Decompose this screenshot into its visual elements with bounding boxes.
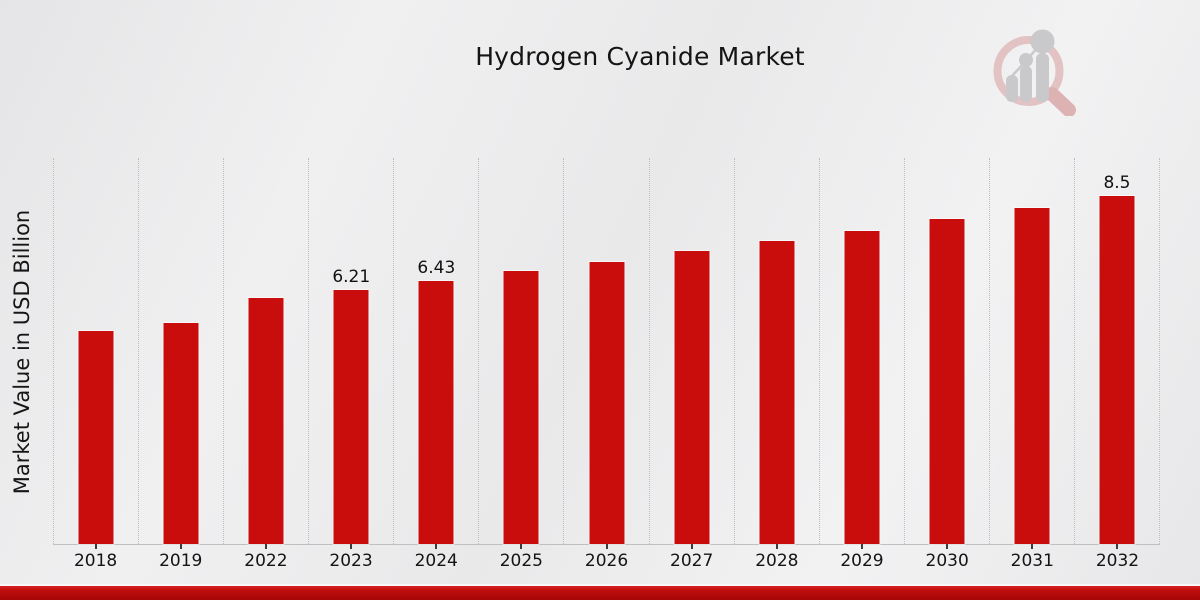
category-column-2029: [818, 158, 904, 549]
x-tick-label-2018: 2018: [73, 551, 118, 571]
bottom-strip-separator: [0, 584, 1200, 586]
bar-2023: 6.21: [332, 267, 370, 546]
bar-2029: [843, 229, 881, 546]
bar-2025: [502, 270, 540, 545]
x-axis-tick: [520, 544, 523, 549]
x-tick-label-2030: 2030: [925, 551, 969, 571]
category-column-2032: 8.5: [1073, 158, 1161, 549]
category-column-2025: [478, 158, 563, 549]
x-axis-labels: 2018 2019 2022 2023 2024 2025 2026 2027 2028 2029…: [53, 551, 1160, 571]
x-axis-tick: [180, 544, 183, 549]
x-tick-label-2025: 2025: [499, 551, 543, 571]
category-column-2019: [138, 158, 223, 549]
bar-2024: 6.43: [417, 258, 455, 546]
bar-2026: [588, 260, 625, 546]
x-tick-label-2022: 2022: [244, 551, 288, 571]
x-tick-label-2023: 2023: [329, 551, 373, 571]
x-tick-label-2027: 2027: [670, 551, 714, 571]
bar-2031: [1013, 206, 1051, 546]
x-axis-tick: [690, 544, 693, 549]
x-tick-label-2032: 2032: [1095, 551, 1140, 571]
category-column-2022: [223, 158, 308, 549]
bar-2027: [673, 250, 711, 545]
brand-logo-watermark: [993, 29, 1076, 116]
data-label-2024: 6.43: [417, 257, 456, 278]
x-tick-label-2024: 2024: [414, 551, 458, 571]
category-column-2031: [988, 158, 1074, 549]
category-column-2030: [903, 158, 989, 549]
category-column-2028: [733, 158, 819, 549]
bar-2028: [758, 240, 796, 545]
x-tick-label-2026: 2026: [584, 551, 629, 571]
x-axis-tick: [95, 544, 98, 549]
x-axis-tick: [860, 544, 863, 549]
x-axis-tick: [1030, 544, 1033, 549]
x-axis-tick: [945, 544, 948, 549]
data-label-2023: 6.21: [332, 266, 371, 287]
bar-2018: [77, 330, 115, 545]
category-column-2026: [563, 158, 648, 549]
category-column-2023: 6.21: [308, 158, 393, 549]
data-label-2032: 8.5: [1103, 173, 1131, 194]
bar-2030: [928, 218, 966, 545]
x-tick-label-2029: 2029: [840, 551, 884, 571]
category-column-2027: [648, 158, 734, 549]
bar-2019: [162, 321, 200, 546]
x-tick-label-2028: 2028: [755, 551, 799, 571]
category-column-2024: 6.43: [393, 158, 478, 549]
magnifier-chart-icon: [993, 29, 1076, 116]
chart-title: Hydrogen Cyanide Market: [475, 42, 805, 71]
bar-2032: 8.5: [1098, 173, 1136, 545]
bottom-accent-bar: [0, 586, 1200, 600]
bar-2022: [247, 297, 285, 545]
plot-area: 6.21 6.43 8.5: [53, 158, 1161, 549]
x-axis-tick: [775, 544, 778, 549]
x-axis-tick: [265, 544, 268, 549]
x-axis-tick: [350, 544, 353, 549]
category-column-2018: [53, 158, 138, 549]
x-axis-tick: [435, 544, 438, 549]
x-axis-tick: [1115, 544, 1118, 549]
x-tick-label-2031: 2031: [1010, 551, 1054, 571]
x-tick-label-2019: 2019: [159, 551, 203, 571]
x-axis-tick: [605, 544, 608, 549]
y-axis-label: Market Value in USD Billion: [10, 209, 34, 495]
